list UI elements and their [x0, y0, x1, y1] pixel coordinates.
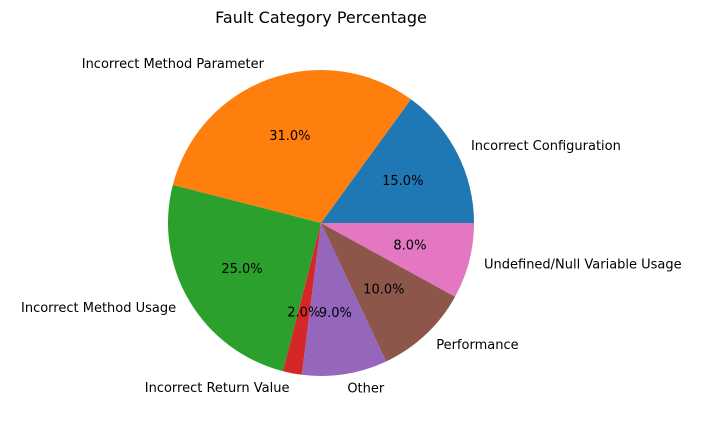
slice-label-incorrect-return-value: Incorrect Return Value	[145, 381, 290, 396]
pie-slice-incorrect-method-parameter	[172, 69, 411, 223]
pie-slice-undefined-null-variable-usage	[321, 223, 474, 297]
slice-percent-undefined-null-variable-usage: 8.0%	[393, 238, 426, 253]
slice-label-undefined-null-variable-usage: Undefined/Null Variable Usage	[484, 257, 682, 272]
chart-title: Fault Category Percentage	[215, 8, 427, 27]
slice-percent-performance: 10.0%	[363, 282, 404, 297]
slice-percent-incorrect-method-parameter: 31.0%	[269, 129, 310, 144]
pie-labels: Incorrect Configuration 15.0% Incorrect Me…	[21, 57, 682, 397]
slice-label-incorrect-method-parameter: Incorrect Method Parameter	[82, 57, 265, 72]
slice-label-incorrect-configuration: Incorrect Configuration	[471, 139, 621, 154]
pie-slices	[168, 69, 475, 376]
pie-slice-other	[301, 223, 387, 376]
pie-slice-performance	[321, 223, 456, 362]
slice-label-performance: Performance	[436, 338, 518, 353]
slice-percent-other: 9.0%	[319, 306, 352, 321]
pie-slice-incorrect-return-value	[282, 223, 321, 375]
slice-label-incorrect-method-usage: Incorrect Method Usage	[21, 301, 176, 316]
slice-label-other: Other	[347, 382, 385, 397]
slice-percent-incorrect-method-usage: 25.0%	[221, 262, 262, 277]
pie-slice-incorrect-configuration	[321, 99, 475, 223]
slice-percent-incorrect-configuration: 15.0%	[382, 174, 423, 189]
slice-percent-incorrect-return-value: 2.0%	[287, 306, 320, 321]
pie-slice-incorrect-method-usage	[168, 184, 321, 372]
